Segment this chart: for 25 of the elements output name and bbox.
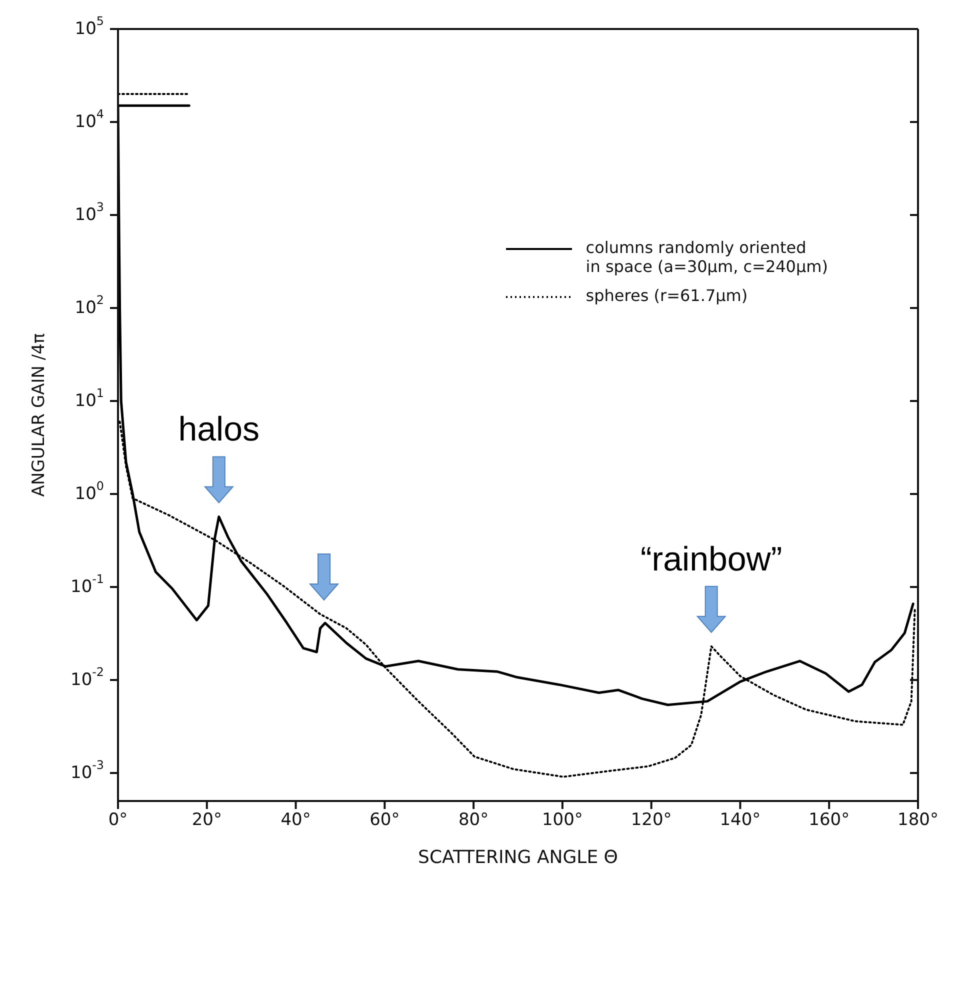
y-tick-label: 10$^{1}$ bbox=[74, 386, 104, 411]
legend-label: columns randomly oriented in space (a=30μm, c=240μm) bbox=[586, 238, 828, 276]
annotation: “rainbow” bbox=[640, 540, 782, 578]
y-tick-label: 10$^{5}$ bbox=[74, 14, 104, 39]
x-tick-label: 180° bbox=[898, 810, 938, 830]
y-tick-label: 10$^{0}$ bbox=[74, 479, 104, 504]
x-tick-label: 80° bbox=[458, 810, 489, 830]
y-tick-label: 10$^{4}$ bbox=[74, 107, 104, 132]
x-tick-label: 160° bbox=[808, 810, 850, 830]
x-tick-label: 20° bbox=[192, 810, 222, 830]
y-tick-label: 10$^{-1}$ bbox=[70, 572, 104, 597]
annotation: halos bbox=[178, 410, 260, 449]
x-axis-title: SCATTERING ANGLE Θ bbox=[418, 847, 618, 868]
x-tick-label: 100° bbox=[542, 810, 583, 830]
y-tick-label: 10$^{2}$ bbox=[74, 293, 104, 318]
x-tick-label: 40° bbox=[280, 810, 311, 830]
y-tick-label: 10$^{-2}$ bbox=[70, 665, 104, 690]
x-tick-label: 140° bbox=[720, 810, 761, 830]
y-tick-label: 10$^{-3}$ bbox=[70, 758, 104, 783]
x-tick-label: 120° bbox=[630, 810, 672, 830]
x-tick-label: 60° bbox=[370, 810, 400, 830]
y-tick-label: 10$^{3}$ bbox=[74, 200, 104, 225]
legend-label: spheres (r=61.7μm) bbox=[586, 286, 748, 305]
y-axis-title: ANGULAR GAIN /4π bbox=[29, 333, 50, 497]
x-tick-label: 0° bbox=[108, 810, 128, 830]
